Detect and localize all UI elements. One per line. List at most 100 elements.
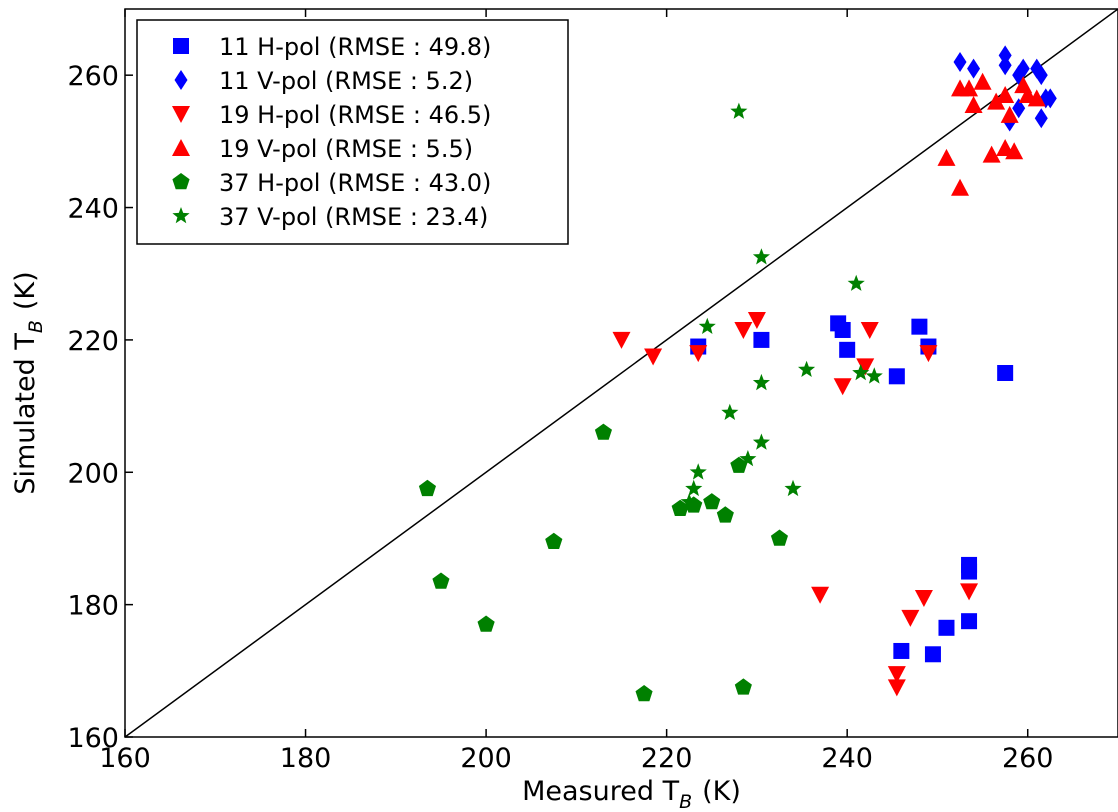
data-point bbox=[960, 583, 979, 601]
data-point bbox=[973, 72, 992, 90]
series-3 bbox=[937, 72, 1046, 196]
data-point bbox=[961, 613, 978, 630]
data-point bbox=[752, 373, 770, 391]
x-tick-label: 200 bbox=[460, 743, 512, 774]
data-point bbox=[747, 312, 766, 330]
data-point bbox=[960, 79, 979, 97]
data-point bbox=[753, 331, 770, 348]
x-tick-label: 240 bbox=[821, 743, 873, 774]
data-point bbox=[833, 378, 852, 396]
data-point bbox=[752, 433, 770, 450]
data-point bbox=[721, 403, 739, 420]
y-tick-label: 260 bbox=[67, 61, 119, 92]
data-point bbox=[937, 148, 956, 166]
data-point bbox=[752, 248, 770, 265]
data-point bbox=[919, 345, 938, 363]
data-point bbox=[798, 360, 816, 377]
x-axis-label: Measured TB (K) bbox=[522, 776, 741, 812]
legend-entry-label: 11 H-pol (RMSE : 49.8) bbox=[219, 33, 491, 61]
data-point bbox=[1034, 65, 1048, 86]
data-point bbox=[893, 642, 910, 659]
data-point bbox=[996, 86, 1015, 104]
data-point bbox=[997, 365, 1014, 381]
data-point bbox=[1043, 88, 1057, 109]
data-point bbox=[698, 317, 716, 334]
legend-marker bbox=[174, 70, 188, 90]
data-point bbox=[847, 274, 865, 291]
data-point bbox=[418, 479, 436, 497]
reference-line-layer bbox=[124, 8, 1118, 738]
series-5 bbox=[680, 102, 883, 510]
y-tick-label: 240 bbox=[67, 194, 119, 225]
y-tick-label: 160 bbox=[67, 723, 119, 754]
data-point bbox=[998, 55, 1012, 76]
data-point bbox=[924, 646, 941, 663]
data-point bbox=[839, 341, 856, 358]
data-point bbox=[961, 556, 978, 573]
legend-entry-label: 19 V-pol (RMSE : 5.5) bbox=[219, 135, 473, 163]
identity-line bbox=[124, 8, 1118, 738]
legend-marker bbox=[172, 207, 190, 224]
x-tick-label: 160 bbox=[99, 743, 151, 774]
data-point bbox=[680, 493, 698, 510]
data-point bbox=[689, 463, 707, 480]
legend-entry-label: 37 V-pol (RMSE : 23.4) bbox=[219, 203, 488, 231]
data-point bbox=[852, 364, 870, 381]
data-point bbox=[432, 572, 450, 589]
y-axis-label: Simulated TB(K) bbox=[10, 271, 47, 494]
data-point bbox=[982, 145, 1001, 163]
y-tick-label: 200 bbox=[67, 458, 119, 489]
legend-box bbox=[136, 19, 569, 245]
data-point bbox=[811, 586, 830, 604]
data-point bbox=[644, 348, 663, 366]
plot-frame bbox=[124, 8, 1118, 738]
data-point bbox=[865, 367, 883, 384]
data-points-layer bbox=[418, 45, 1057, 702]
series-0 bbox=[690, 315, 1014, 663]
data-point bbox=[716, 506, 734, 523]
data-point bbox=[1005, 142, 1024, 160]
data-point bbox=[612, 331, 631, 349]
data-point bbox=[671, 499, 689, 516]
data-point bbox=[1000, 105, 1019, 123]
data-point bbox=[703, 493, 721, 510]
data-point bbox=[888, 368, 905, 385]
data-point bbox=[887, 679, 906, 697]
data-point bbox=[911, 318, 928, 335]
data-point bbox=[901, 609, 920, 627]
data-point bbox=[1027, 89, 1046, 107]
data-point bbox=[953, 51, 967, 72]
data-point bbox=[545, 532, 563, 549]
legend-marker bbox=[172, 139, 190, 156]
data-point bbox=[594, 423, 612, 440]
data-point bbox=[739, 450, 757, 467]
data-point bbox=[938, 619, 955, 636]
data-point bbox=[784, 479, 802, 497]
data-point bbox=[685, 479, 703, 497]
data-point bbox=[770, 529, 788, 546]
data-point bbox=[730, 102, 748, 119]
data-point bbox=[987, 92, 1006, 110]
legend: 11 H-pol (RMSE : 49.8) 11 V-pol (RMSE : 5… bbox=[136, 19, 569, 245]
data-point bbox=[734, 321, 753, 339]
data-point bbox=[964, 95, 983, 113]
series-4 bbox=[418, 423, 788, 702]
data-point bbox=[951, 178, 970, 196]
data-point bbox=[730, 456, 748, 473]
data-point bbox=[834, 321, 851, 338]
y-tick-label: 180 bbox=[67, 591, 119, 622]
legend-marker bbox=[172, 106, 190, 123]
y-tick-label: 220 bbox=[67, 326, 119, 357]
data-point bbox=[860, 321, 879, 339]
legend-entry-label: 37 H-pol (RMSE : 43.0) bbox=[219, 169, 491, 197]
data-point bbox=[914, 590, 933, 608]
legend-entry-label: 19 H-pol (RMSE : 46.5) bbox=[219, 101, 491, 129]
legend-marker bbox=[172, 173, 190, 190]
data-point bbox=[689, 345, 708, 363]
data-point bbox=[856, 358, 875, 376]
series-2 bbox=[612, 312, 979, 697]
legend-marker bbox=[173, 38, 189, 54]
data-point bbox=[477, 615, 495, 632]
data-point bbox=[1016, 58, 1030, 79]
